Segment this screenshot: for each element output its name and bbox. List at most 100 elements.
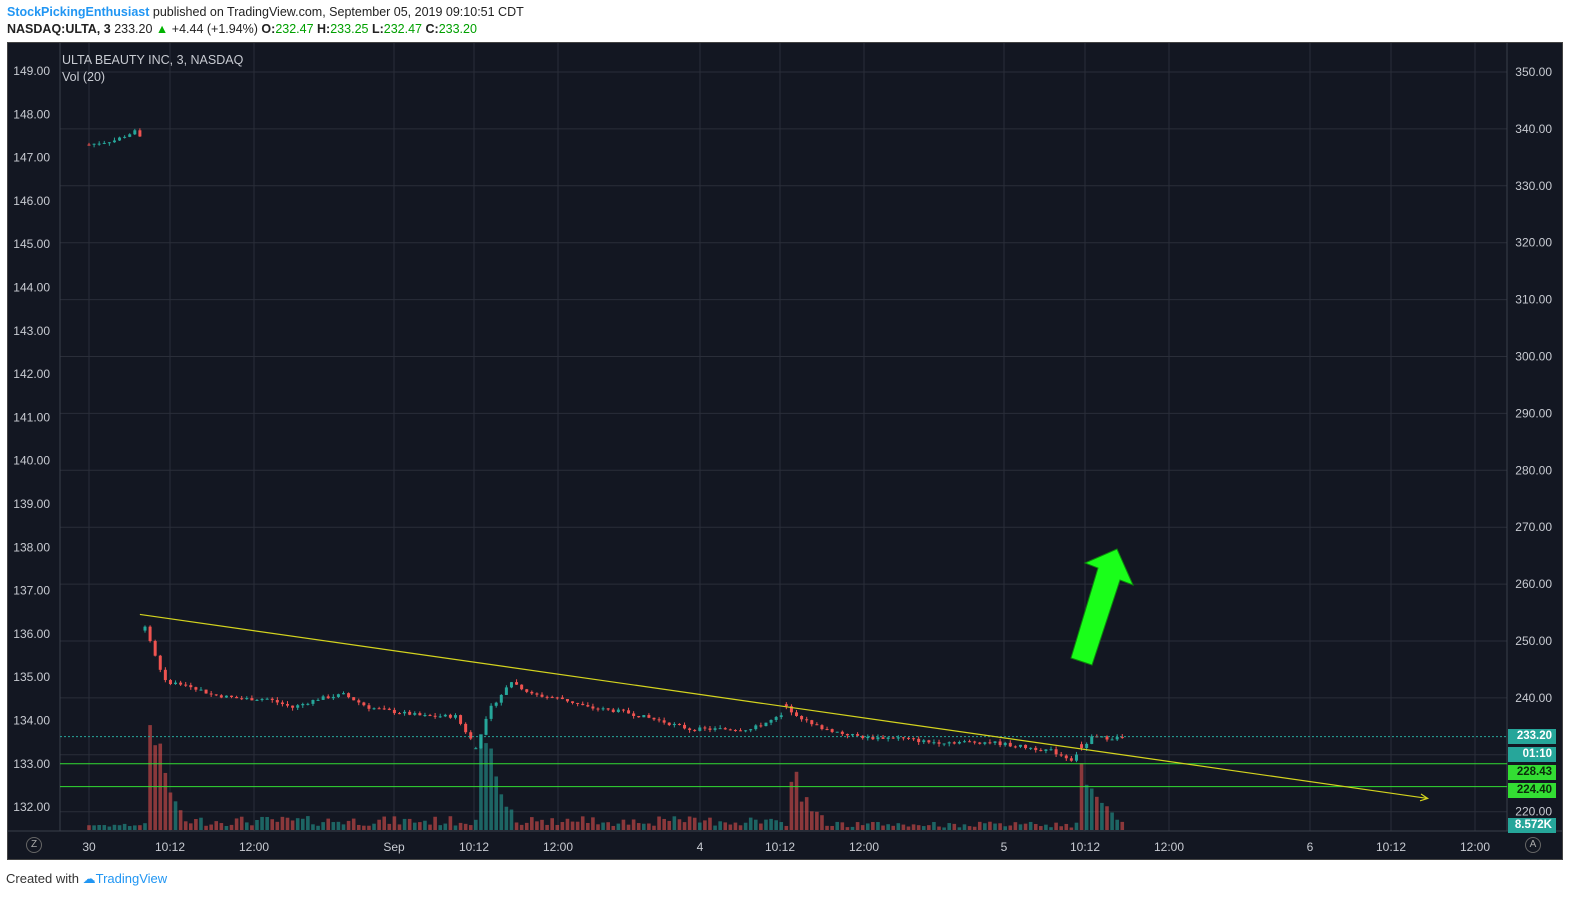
volume-bar: [769, 818, 773, 830]
volume-bar: [652, 825, 656, 830]
volume-bar: [962, 824, 967, 830]
candle-body: [988, 742, 992, 744]
left-axis-tick: 146.00: [13, 194, 50, 208]
candle-body: [296, 705, 300, 708]
volume-bar: [611, 825, 616, 830]
volume-bar: [809, 811, 814, 830]
candle-body: [525, 689, 529, 692]
left-scale-button[interactable]: Z: [26, 837, 42, 853]
time-axis-tick: 12:00: [1460, 840, 1490, 854]
candle-body: [815, 724, 819, 726]
volume-bar: [1049, 827, 1053, 830]
volume-bar: [234, 818, 239, 830]
candle-body: [504, 687, 508, 695]
volume-bar: [794, 771, 799, 830]
candle-body: [886, 737, 890, 739]
volume-bar: [255, 819, 259, 830]
candle-body: [184, 684, 188, 686]
created-with-label: Created with: [6, 871, 79, 886]
candle-body: [179, 682, 183, 685]
candle-body: [1049, 749, 1053, 751]
volume-bar: [575, 821, 580, 830]
volume-tag: 8.572K: [1508, 818, 1556, 833]
candle-body: [499, 694, 503, 703]
candle-body: [606, 708, 610, 710]
time-axis-tick: 30: [82, 840, 96, 854]
volume-bar: [983, 823, 987, 830]
volume-bar: [881, 825, 885, 830]
volume-bar: [1074, 822, 1079, 830]
volume-bar: [326, 818, 331, 830]
candle-body: [204, 689, 208, 694]
candle-body: [952, 742, 956, 744]
volume-bar: [942, 827, 946, 830]
volume-bar: [596, 824, 600, 830]
candle-body: [851, 734, 854, 736]
volume-bar: [616, 823, 621, 830]
candle-body: [708, 728, 712, 730]
chart-pane[interactable]: [7, 42, 1563, 860]
last-price: 233.20: [114, 22, 153, 36]
volume-bar: [311, 824, 315, 830]
left-axis-tick: 138.00: [13, 540, 50, 554]
time-axis-tick: 12:00: [239, 840, 269, 854]
candle-body: [565, 699, 569, 702]
candle-body: [957, 741, 961, 744]
volume-bar: [830, 825, 834, 830]
volume-bar: [133, 825, 137, 830]
candle-body: [576, 702, 580, 704]
volume-bar: [860, 825, 865, 830]
candle-body: [555, 697, 559, 699]
candle-body: [112, 140, 116, 143]
right-axis-tick: 300.00: [1515, 350, 1552, 364]
candle-body: [357, 700, 361, 703]
volume-bar: [519, 824, 524, 830]
volume-bar: [906, 826, 911, 830]
candle-body: [688, 728, 692, 731]
volume-bar: [921, 826, 926, 830]
volume-bar: [891, 825, 896, 830]
candle-body: [306, 703, 310, 705]
volume-bar: [331, 822, 336, 830]
volume-bar: [87, 825, 91, 830]
right-axis-tick: 250.00: [1515, 634, 1552, 648]
candle-body: [998, 741, 1002, 746]
volume-bar: [168, 792, 173, 830]
volume-bar: [753, 819, 758, 830]
auto-scale-button[interactable]: A: [1525, 837, 1541, 853]
volume-indicator-label[interactable]: Vol (20): [62, 70, 106, 84]
candle-body: [387, 708, 391, 710]
volume-bar: [657, 816, 661, 830]
candle-body: [275, 700, 279, 703]
volume-bar: [321, 822, 325, 830]
trendline-arrowhead: [1419, 793, 1430, 802]
tradingview-link[interactable]: TradingView: [95, 871, 168, 886]
candle-body: [861, 735, 865, 739]
volume-bar: [911, 824, 916, 830]
candle-body: [509, 682, 513, 688]
volume-bar: [260, 816, 264, 830]
candle-body: [906, 737, 910, 739]
volume-bar: [1044, 824, 1048, 830]
author-link[interactable]: StockPickingEnthusiast: [7, 5, 150, 19]
volume-bar: [229, 824, 234, 830]
right-price-axis: 350.00 340.00 330.00 320.00 310.00 300.00 290.…: [1515, 65, 1552, 819]
candle-body: [784, 704, 788, 707]
candle-body: [667, 722, 671, 726]
volume-bar: [698, 822, 702, 830]
candle-body: [1044, 749, 1048, 752]
candle-body: [983, 742, 987, 744]
candle-body: [601, 708, 605, 710]
volume-bar: [626, 824, 631, 830]
volume-bar: [545, 824, 549, 830]
volume-bar: [957, 827, 962, 830]
candle-body: [224, 695, 228, 698]
volume-bar: [871, 822, 875, 830]
volume-bar: [835, 821, 840, 830]
volume-bar: [387, 823, 392, 830]
volume-bar: [580, 816, 585, 830]
close-value: 233.20: [438, 22, 477, 36]
candle-body: [744, 730, 748, 732]
volume-bar: [346, 820, 351, 830]
